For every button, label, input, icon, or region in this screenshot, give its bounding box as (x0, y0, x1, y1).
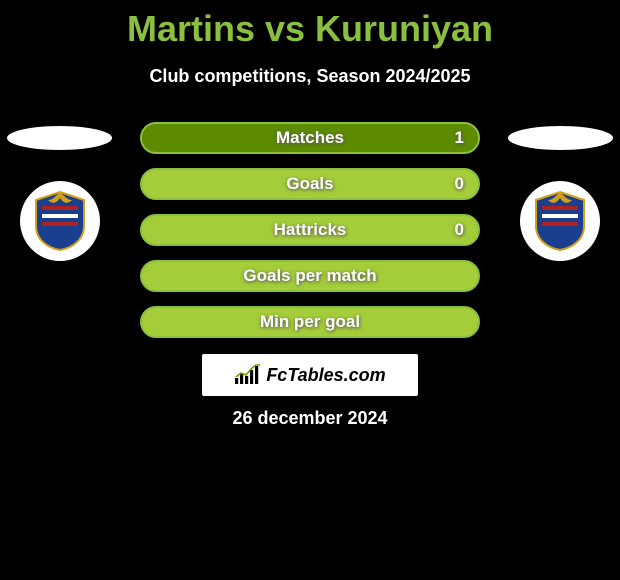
player-photo-placeholder-left (7, 126, 112, 150)
stat-row-min-per-goal: Min per goal (140, 306, 480, 338)
generated-date: 26 december 2024 (0, 408, 620, 429)
atk-badge-icon (32, 190, 88, 252)
player-photo-placeholder-right (508, 126, 613, 150)
page-title: Martins vs Kuruniyan (0, 0, 620, 50)
subtitle: Club competitions, Season 2024/2025 (0, 66, 620, 87)
stat-value-right: 1 (455, 128, 464, 148)
stat-value-right: 0 (455, 220, 464, 240)
atk-badge-icon (532, 190, 588, 252)
stat-label: Goals per match (142, 266, 478, 286)
stat-row-matches: Matches 1 (140, 122, 480, 154)
stats-table: Matches 1 Goals 0 Hattricks 0 Goals per … (140, 122, 480, 352)
club-crest-right (520, 181, 600, 261)
brand-logo[interactable]: FcTables.com (202, 354, 418, 396)
stat-row-goals-per-match: Goals per match (140, 260, 480, 292)
stat-label: Min per goal (142, 312, 478, 332)
stat-label: Hattricks (142, 220, 478, 240)
brand-text: FcTables.com (266, 365, 385, 386)
stat-label: Goals (142, 174, 478, 194)
club-crest-left (20, 181, 100, 261)
stat-row-hattricks: Hattricks 0 (140, 214, 480, 246)
bar-chart-icon (234, 364, 262, 386)
stat-row-goals: Goals 0 (140, 168, 480, 200)
stat-label: Matches (142, 128, 478, 148)
stat-value-right: 0 (455, 174, 464, 194)
stats-card: Martins vs Kuruniyan Club competitions, … (0, 0, 620, 580)
